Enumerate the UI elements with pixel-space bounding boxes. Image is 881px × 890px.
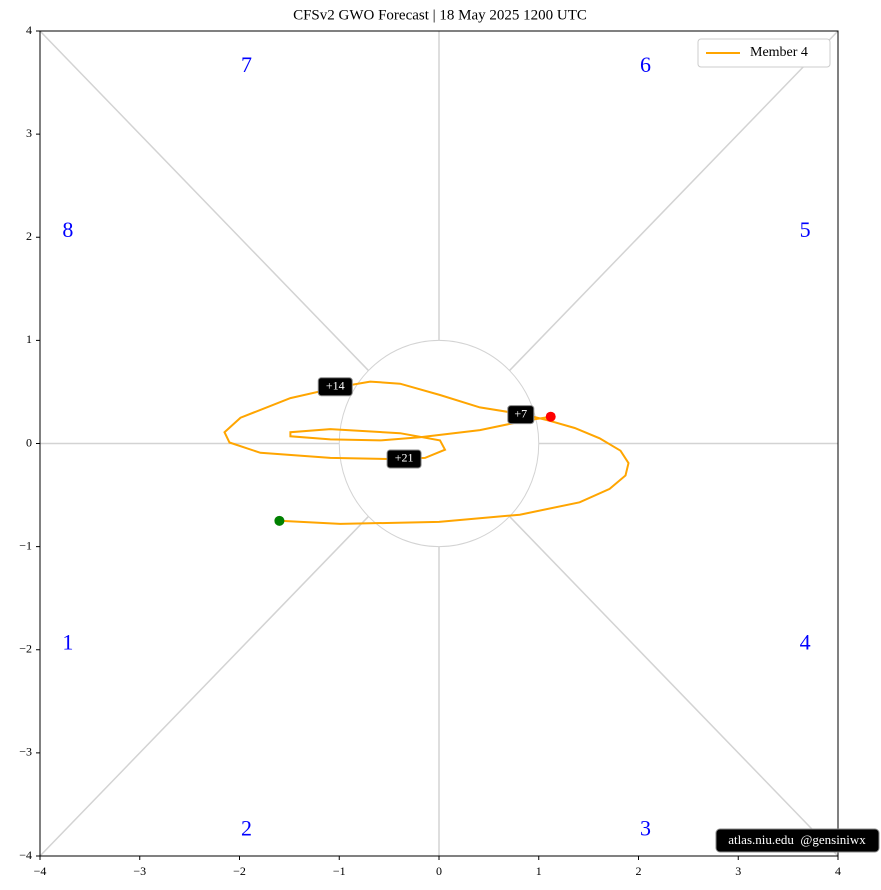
end-marker xyxy=(545,411,556,422)
x-tick-label: 3 xyxy=(735,864,741,878)
guide-line xyxy=(39,515,370,857)
annotation-label: +7 xyxy=(514,406,527,420)
annotation-box xyxy=(507,405,535,425)
x-tick-label: 0 xyxy=(436,864,442,878)
annotation-label: +14 xyxy=(326,379,345,393)
phase-label: 4 xyxy=(800,630,811,655)
y-tick-label: 0 xyxy=(26,435,32,449)
x-tick-label: 2 xyxy=(636,864,642,878)
y-tick-label: 4 xyxy=(26,23,32,37)
y-tick-label: −2 xyxy=(19,642,32,656)
phase-label: 5 xyxy=(800,217,811,242)
trajectory-line xyxy=(223,380,630,525)
guide-line xyxy=(39,30,370,372)
guide-line xyxy=(508,30,839,372)
annotation-box xyxy=(317,377,353,397)
legend-box xyxy=(697,38,831,68)
x-tick-label: 1 xyxy=(536,864,542,878)
x-tick-label: −2 xyxy=(233,864,246,878)
phase-label: 1 xyxy=(62,630,73,655)
start-marker xyxy=(274,515,285,526)
x-tick-label: −4 xyxy=(34,864,47,878)
phase-label: 7 xyxy=(241,52,252,77)
chart-title: CFSv2 GWO Forecast | 18 May 2025 1200 UT… xyxy=(293,7,587,23)
y-tick-label: 1 xyxy=(26,332,32,346)
y-tick-label: −3 xyxy=(19,745,32,759)
y-tick-label: −4 xyxy=(19,848,32,862)
x-tick-label: 4 xyxy=(835,864,841,878)
y-tick-label: −1 xyxy=(19,538,32,552)
phase-label: 6 xyxy=(640,52,651,77)
annotation-box xyxy=(386,449,422,469)
credit-box xyxy=(715,828,880,853)
x-tick-label: −1 xyxy=(333,864,346,878)
phase-label: 3 xyxy=(640,815,651,840)
phase-label: 2 xyxy=(241,815,252,840)
x-tick-label: −3 xyxy=(133,864,146,878)
guide-line xyxy=(508,515,839,857)
unit-circle xyxy=(338,339,540,548)
phase-label: 8 xyxy=(62,217,73,242)
annotation-label: +21 xyxy=(395,451,414,465)
y-tick-label: 3 xyxy=(26,126,32,140)
credit-label: atlas.niu.edu @gensiniwx xyxy=(728,832,866,847)
y-tick-label: 2 xyxy=(26,229,32,243)
legend-label: Member 4 xyxy=(750,45,808,60)
